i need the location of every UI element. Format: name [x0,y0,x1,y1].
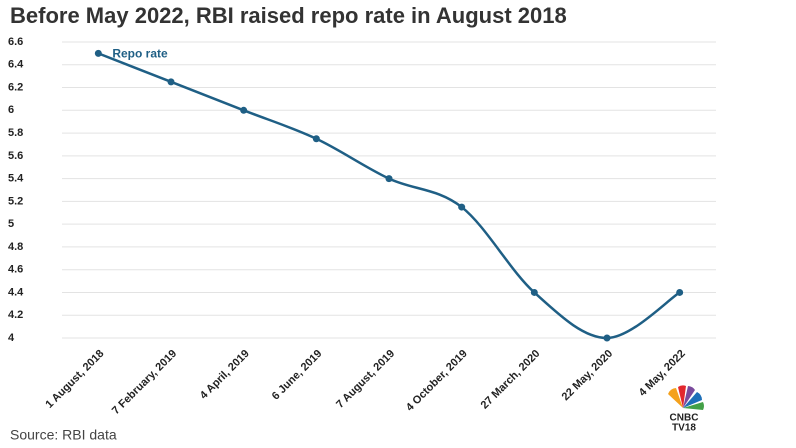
logo: CNBC TV18 [668,385,704,434]
x-tick-label: 7 August, 2019 [334,348,397,411]
line [97,52,681,340]
x-tick-label: 27 March, 2020 [479,348,543,412]
y-tick-label: 6 [8,104,14,116]
logo-feather [683,402,704,410]
point [458,203,466,211]
y-tick-label: 5.8 [8,127,23,139]
y-tick-label: 4.6 [8,264,23,276]
point [676,288,684,296]
x-tick-label: 1 August, 2018 [43,348,106,411]
x-tick-label: 6 June, 2019 [270,348,325,403]
chart-title: Before May 2022, RBI raised repo rate in… [10,3,567,28]
y-tick-label: 4.2 [8,309,23,321]
y-tick-label: 5.4 [8,173,24,185]
y-tick-label: 5.2 [8,195,23,207]
logo-text: CNBC [670,413,699,424]
point [94,49,102,57]
y-tick-label: 6.6 [8,36,23,48]
point [312,135,320,143]
y-tick-label: 4.8 [8,241,23,253]
point [603,334,611,342]
y-tick-label: 6.4 [8,59,24,71]
series-label: Repo rate [112,47,168,61]
y-tick-label: 5 [8,218,14,230]
logo-feather [678,385,686,408]
x-tick-label: 22 May, 2020 [560,348,615,403]
logo-feather [668,388,683,408]
point [167,78,175,86]
x-tick-label: 7 February, 2019 [110,348,179,417]
y-tick-label: 4.4 [8,286,24,298]
y-tick-label: 5.6 [8,150,23,162]
logo-feather [683,386,695,408]
point [530,288,538,296]
x-tick-label: 4 April, 2019 [198,348,252,402]
point [240,106,248,114]
point [385,175,393,183]
source-note: Source: RBI data [10,427,117,443]
x-tick-label: 4 October, 2019 [404,348,470,414]
y-tick-label: 6.2 [8,81,23,93]
logo-feather [683,392,702,408]
y-tick-label: 4 [8,332,15,344]
logo-text: TV18 [672,423,696,434]
